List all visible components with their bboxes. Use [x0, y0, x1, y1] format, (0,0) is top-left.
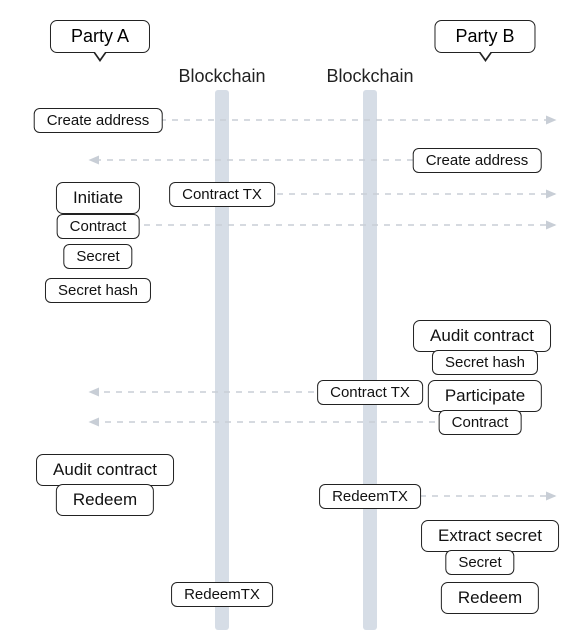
- step-a_secret_hash: Secret hash: [45, 278, 151, 303]
- step-a_secret: Secret: [63, 244, 132, 269]
- step-b_secret_hash: Secret hash: [432, 350, 538, 375]
- step-redeem_tx_a: RedeemTX: [171, 582, 273, 607]
- step-a_audit_contract: Audit contract: [36, 454, 174, 486]
- party-b-label: Party B: [434, 20, 535, 62]
- step-a_contract_tx: Contract TX: [169, 182, 275, 207]
- step-b_participate: Participate: [428, 380, 542, 412]
- step-b_redeem: Redeem: [441, 582, 539, 614]
- callout-tail-icon: [93, 52, 107, 62]
- party-a-bubble: Party A: [50, 20, 150, 53]
- party-a-label: Party A: [50, 20, 150, 62]
- step-redeem_tx_b: RedeemTX: [319, 484, 421, 509]
- step-a_create_address: Create address: [34, 108, 163, 133]
- party-b-bubble: Party B: [434, 20, 535, 53]
- step-b_audit_contract: Audit contract: [413, 320, 551, 352]
- callout-tail-icon: [478, 52, 492, 62]
- step-a_initiate: Initiate: [56, 182, 140, 214]
- step-b_extract_secret: Extract secret: [421, 520, 559, 552]
- step-b_contract_tx: Contract TX: [317, 380, 423, 405]
- step-a_contract: Contract: [57, 214, 140, 239]
- step-b_secret: Secret: [445, 550, 514, 575]
- step-b_contract: Contract: [439, 410, 522, 435]
- step-a_redeem: Redeem: [56, 484, 154, 516]
- step-b_create_address: Create address: [413, 148, 542, 173]
